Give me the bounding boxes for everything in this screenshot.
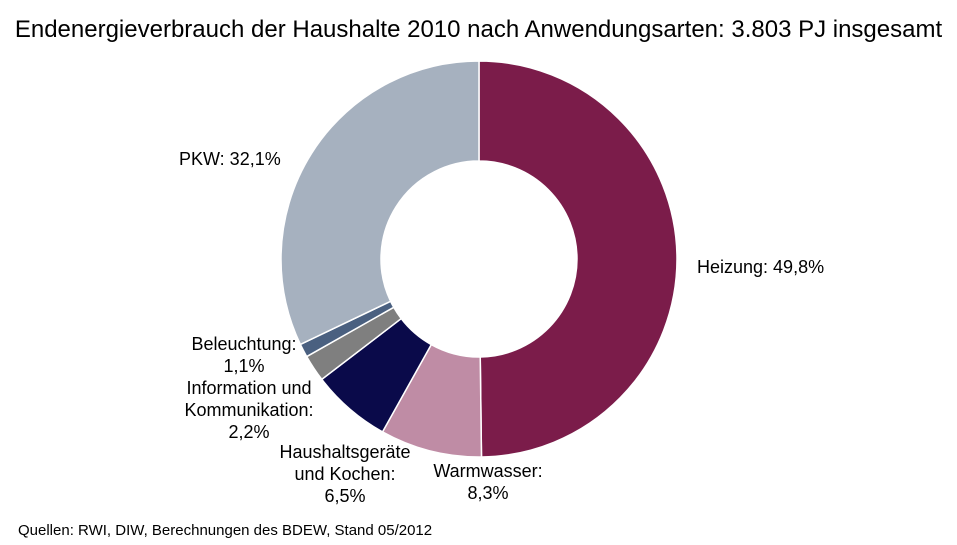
label-line: Haushaltsgeräte bbox=[279, 442, 411, 462]
label-line: Warmwasser: bbox=[433, 461, 543, 481]
label-pkw: PKW: 32,1% bbox=[179, 148, 281, 170]
label-line: 8,3% bbox=[467, 483, 509, 503]
slice-heizung bbox=[478, 60, 678, 458]
label-information-kommunikation: Information und Kommunikation: 2,2% bbox=[149, 377, 349, 443]
label-line: Heizung: 49,8% bbox=[697, 257, 825, 277]
label-heizung: Heizung: 49,8% bbox=[697, 256, 824, 278]
label-line: 2,2% bbox=[228, 422, 270, 442]
label-line: Kommunikation: bbox=[184, 400, 314, 420]
label-warmwasser: Warmwasser: 8,3% bbox=[388, 460, 588, 504]
chart-title: Endenergieverbrauch der Haushalte 2010 n… bbox=[14, 16, 943, 43]
label-haushaltsgeraete: Haushaltsgeräte und Kochen: 6,5% bbox=[245, 441, 445, 507]
label-line: 6,5% bbox=[324, 486, 366, 506]
label-line: Beleuchtung: bbox=[191, 334, 297, 354]
label-line: und Kochen: bbox=[294, 464, 396, 484]
label-line: PKW: 32,1% bbox=[179, 149, 281, 169]
label-beleuchtung: Beleuchtung: 1,1% bbox=[144, 333, 344, 377]
label-line: 1,1% bbox=[223, 356, 265, 376]
label-line: Information und bbox=[186, 378, 312, 398]
source-note: Quellen: RWI, DIW, Berechnungen des BDEW… bbox=[18, 522, 433, 539]
slice-pkw bbox=[280, 60, 480, 346]
